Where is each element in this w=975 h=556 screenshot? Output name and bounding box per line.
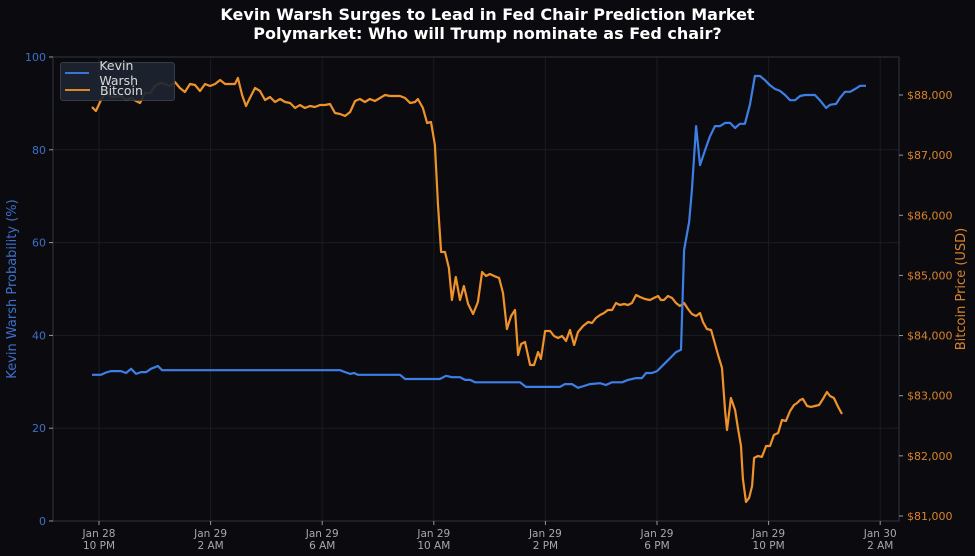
- x-tick-time: 2 AM: [197, 540, 223, 552]
- x-tick-time: 10 PM: [753, 540, 785, 552]
- legend-label: Bitcoin: [100, 82, 143, 98]
- right-tick-label: $84,000: [907, 330, 953, 343]
- x-tick-time: 2 AM: [867, 540, 893, 552]
- right-tick-label: $83,000: [907, 390, 953, 403]
- chart-title: Kevin Warsh Surges to Lead in Fed Chair …: [220, 5, 755, 24]
- x-tick-date: Jan 30: [863, 528, 897, 540]
- x-tick-time: 10 PM: [83, 540, 115, 552]
- left-tick-label: 40: [32, 329, 46, 342]
- x-tick-date: Jan 29: [416, 528, 450, 540]
- right-tick-label: $87,000: [907, 149, 953, 162]
- legend-item-bitcoin: Bitcoin: [65, 82, 143, 98]
- right-y-axis: $81,000 $82,000 $83,000 $84,000 $85,000 $86,0…: [899, 89, 953, 523]
- gridlines: [53, 56, 899, 522]
- bitcoin-swatch-icon: [65, 88, 90, 92]
- legend-item-kevin-warsh: Kevin Warsh: [65, 58, 174, 88]
- left-tick-label: 0: [39, 515, 46, 528]
- x-tick-date: Jan 29: [305, 528, 339, 540]
- right-tick-label: $86,000: [907, 209, 953, 222]
- left-tick-label: 80: [32, 144, 46, 157]
- x-tick-date: Jan 29: [751, 528, 785, 540]
- right-tick-label: $88,000: [907, 89, 953, 102]
- right-axis-label: Bitcoin Price (USD): [954, 228, 969, 350]
- left-tick-label: 100: [25, 51, 46, 64]
- x-tick-date: Jan 29: [193, 528, 227, 540]
- left-y-axis: 0 20 40 60 80 100: [25, 51, 53, 528]
- right-tick-label: $82,000: [907, 450, 953, 463]
- legend: Kevin Warsh Bitcoin: [60, 58, 175, 101]
- x-tick-time: 10 AM: [417, 540, 450, 552]
- left-axis-label: Kevin Warsh Probability (%): [5, 199, 20, 378]
- bitcoin-series-line: [91, 76, 843, 504]
- left-tick-label: 60: [32, 237, 46, 250]
- x-tick-time: 6 PM: [644, 540, 669, 552]
- x-tick-date: Jan 28: [82, 528, 116, 540]
- left-tick-label: 20: [32, 422, 46, 435]
- x-tick-time: 6 AM: [309, 540, 335, 552]
- right-tick-label: $85,000: [907, 269, 953, 282]
- right-tick-label: $81,000: [907, 510, 953, 523]
- plot-frame: [52, 56, 900, 522]
- kevin-warsh-swatch-icon: [65, 71, 90, 75]
- legend-label: Kevin Warsh: [99, 58, 139, 88]
- x-tick-date: Jan 29: [528, 528, 562, 540]
- kevin-warsh-series-line: [92, 74, 866, 389]
- x-tick-time: 2 PM: [533, 540, 558, 552]
- x-tick-date: Jan 29: [640, 528, 674, 540]
- chart-subtitle: Polymarket: Who will Trump nominate as F…: [253, 24, 722, 43]
